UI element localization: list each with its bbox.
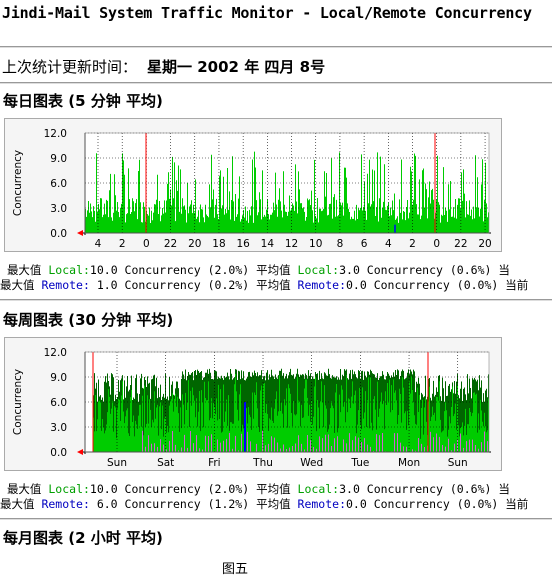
y-tick-label: 6.0 xyxy=(50,397,67,409)
x-tick-label: Sun xyxy=(448,457,468,469)
x-tick-label: 12 xyxy=(285,238,298,250)
weekly-stats-remote: 最大值 Remote: 6.0 Concurrency (1.2%) 平均值 R… xyxy=(0,497,529,511)
weekly-section-title: 每周图表 (30 分钟 平均) xyxy=(3,311,174,329)
y-tick-label: 9.0 xyxy=(50,372,67,384)
weekly-stats-local: 最大值 Local:10.0 Concurrency (2.0%) 平均值 Lo… xyxy=(6,482,510,496)
x-tick-label: Thu xyxy=(252,457,273,469)
daily-chart: 12.09.06.03.00.04 2 0 22 20 18 16 14 12 10 8 6 4 2 0 22… xyxy=(12,128,492,250)
last-update: 上次统计更新时间： 星期一 2002 年 四月 8号 xyxy=(2,56,325,77)
axis-arrow xyxy=(77,230,83,236)
y-tick-label: 12.0 xyxy=(44,128,67,140)
divider xyxy=(0,46,552,48)
update-value: 星期一 2002 年 四月 8号 xyxy=(147,58,326,76)
divider xyxy=(0,518,552,520)
x-tick-label: 6 xyxy=(361,238,368,250)
y-tick-label: 3.0 xyxy=(50,422,67,434)
x-tick-label: 4 xyxy=(95,238,102,250)
x-tick-label: 2 xyxy=(409,238,416,250)
x-tick-label: 18 xyxy=(212,238,225,250)
x-tick-label: 10 xyxy=(309,238,322,250)
x-tick-label: 14 xyxy=(261,238,275,250)
daily-stats: 最大值 Local:10.0 Concurrency (2.0%) 平均值 Lo… xyxy=(0,263,556,293)
plot-border xyxy=(84,132,490,234)
daily-stats-local: 最大值 Local:10.0 Concurrency (2.0%) 平均值 Lo… xyxy=(6,263,510,277)
figure-caption: 图五 xyxy=(222,562,249,577)
x-tick-label: 2 xyxy=(119,238,126,250)
x-tick-label: 22 xyxy=(164,238,177,250)
x-tick-label: 16 xyxy=(236,238,250,250)
y-tick-label: 0.0 xyxy=(50,447,67,459)
weekly-chart: 12.0 9.0 6.0 3.0 0.0 Sun Sat Fri Thu Wed Tue Mon Sun… xyxy=(12,347,491,469)
daily-stats-remote: 最大值 Remote: 1.0 Concurrency (0.2%) 平均值 R… xyxy=(0,278,529,292)
weekly-graph: 12.0 9.0 6.0 3.0 0.0 Sun Sat Fri Thu Wed Tue Mon Sun… xyxy=(4,337,502,471)
y-tick-label: 9.0 xyxy=(50,153,67,165)
daily-graph: 12.0 9.0 6.0 3.0 0.0 4 2 0 22 20 18 16 14 12 10 8 6 4 2 0 22… xyxy=(4,118,502,252)
x-tick-label: Sun xyxy=(107,457,127,469)
x-tick-label: Tue xyxy=(350,457,369,469)
divider xyxy=(0,82,552,84)
plot-border xyxy=(84,351,490,453)
y-axis-label: Concurrency xyxy=(12,369,24,435)
y-tick-label: 12.0 xyxy=(44,347,67,359)
axis-arrow xyxy=(77,449,83,455)
y-tick-label: 0.0 xyxy=(50,228,67,240)
x-tick-label: Fri xyxy=(208,457,221,469)
x-tick-label: 4 xyxy=(385,238,392,250)
x-tick-label: Mon xyxy=(398,457,420,469)
y-tick-label: 6.0 xyxy=(50,178,67,190)
daily-section-title: 每日图表 (5 分钟 平均) xyxy=(3,92,163,110)
x-tick-label: 0 xyxy=(143,238,150,250)
x-tick-label: Wed xyxy=(300,457,323,469)
x-tick-label: 20 xyxy=(478,238,491,250)
divider xyxy=(0,299,552,301)
x-tick-label: 20 xyxy=(188,238,201,250)
y-tick-label: 3.0 xyxy=(50,203,67,215)
weekly-stats: 最大值 Local:10.0 Concurrency (2.0%) 平均值 Lo… xyxy=(0,482,556,512)
x-tick-label: 22 xyxy=(454,238,467,250)
x-tick-label: 8 xyxy=(337,238,344,250)
x-tick-label: 0 xyxy=(433,238,440,250)
x-tick-label: Sat xyxy=(157,457,174,469)
update-label: 上次统计更新时间： xyxy=(2,58,138,76)
page-title: Jindi-Mail System Traffic Monitor - Loca… xyxy=(2,4,532,22)
monthly-section-title: 每月图表 (2 小时 平均) xyxy=(3,529,163,547)
y-axis-label: Concurrency xyxy=(12,150,24,216)
